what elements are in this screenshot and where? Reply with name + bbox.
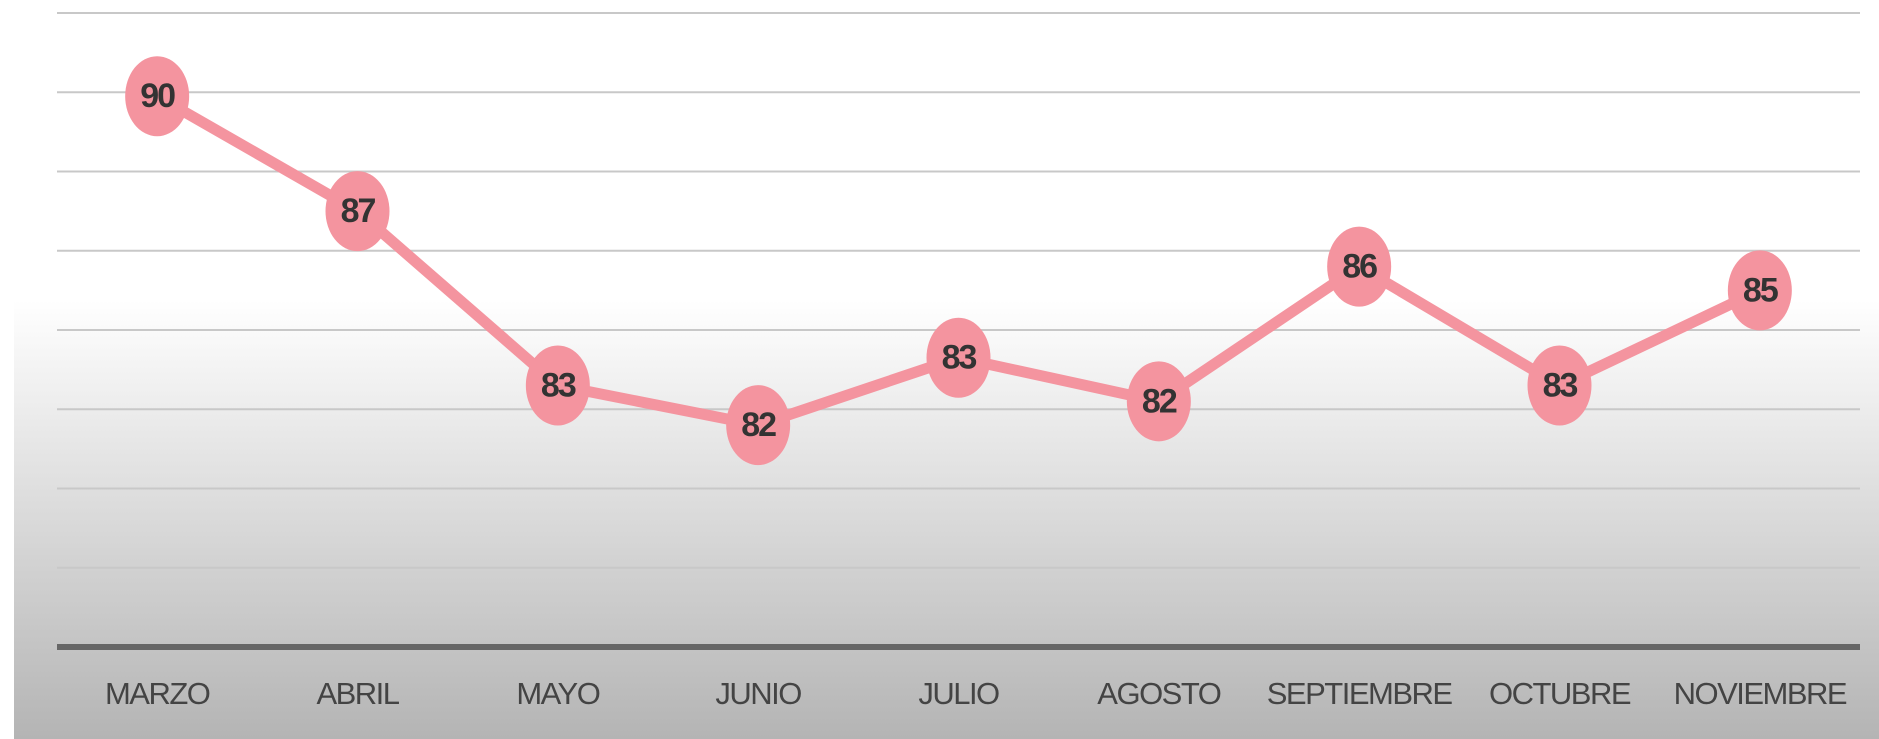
x-tick-label: ABRIL <box>316 676 399 711</box>
x-tick-label: SEPTIEMBRE <box>1267 676 1453 711</box>
marker <box>525 345 590 426</box>
marker <box>1527 345 1592 426</box>
data-label: 85 <box>1743 271 1778 309</box>
data-label: 82 <box>741 406 776 444</box>
data-label: 83 <box>942 339 977 377</box>
marker <box>1327 226 1392 307</box>
marker <box>1126 361 1191 442</box>
marker <box>726 385 791 466</box>
marker <box>926 317 991 398</box>
x-tick-label: JULIO <box>918 676 999 711</box>
x-tick-label: JUNIO <box>715 676 801 711</box>
marker <box>1727 250 1792 331</box>
data-label: 82 <box>1142 382 1177 420</box>
data-label: 87 <box>341 192 376 230</box>
data-label: 83 <box>1543 366 1578 404</box>
x-tick-label: MARZO <box>105 676 210 711</box>
marker <box>325 171 390 252</box>
x-tick-label: MAYO <box>516 676 599 711</box>
data-label: 90 <box>140 77 175 115</box>
x-tick-label: AGOSTO <box>1097 676 1220 711</box>
x-tick-label: NOVIEMBRE <box>1674 676 1847 711</box>
data-label: 83 <box>541 366 576 404</box>
marker <box>125 56 190 137</box>
data-label: 86 <box>1342 248 1377 286</box>
x-tick-label: OCTUBRE <box>1489 676 1631 711</box>
